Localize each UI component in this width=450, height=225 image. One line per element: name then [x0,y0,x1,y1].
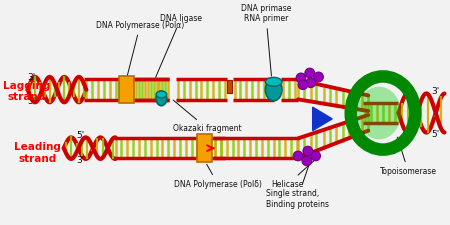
Text: Helicase: Helicase [272,155,320,189]
Ellipse shape [156,91,167,106]
Circle shape [314,72,324,82]
FancyBboxPatch shape [198,135,212,162]
Circle shape [302,156,312,166]
Text: Single strand,
Binding proteins: Single strand, Binding proteins [266,162,329,209]
Text: 5': 5' [76,131,85,140]
Ellipse shape [266,77,282,86]
Polygon shape [313,107,332,130]
Text: Okazaki fragment: Okazaki fragment [173,100,242,133]
Text: DNA Polymerase (Polα): DNA Polymerase (Polα) [96,21,184,77]
Circle shape [310,151,320,161]
Text: Leading
strand: Leading strand [14,142,61,164]
Text: 5': 5' [432,130,440,139]
Text: 3': 3' [76,156,85,165]
Circle shape [305,68,315,78]
Text: Topoisomerase: Topoisomerase [380,137,437,176]
Ellipse shape [156,91,167,98]
Text: Lagging
strand: Lagging strand [3,81,50,102]
Ellipse shape [357,87,401,139]
Circle shape [298,80,308,90]
Circle shape [303,146,313,156]
Text: DNA ligase: DNA ligase [156,14,202,77]
FancyBboxPatch shape [119,76,134,103]
Text: 3': 3' [27,73,36,82]
Circle shape [306,78,315,88]
Text: DNA primase
RNA primer: DNA primase RNA primer [241,4,291,76]
Circle shape [296,73,306,83]
Text: 5': 5' [27,97,36,106]
Text: DNA Polymerase (Polδ): DNA Polymerase (Polδ) [174,164,262,189]
Circle shape [293,151,303,161]
Ellipse shape [266,78,282,101]
FancyBboxPatch shape [227,80,232,92]
Text: 3': 3' [432,87,440,96]
